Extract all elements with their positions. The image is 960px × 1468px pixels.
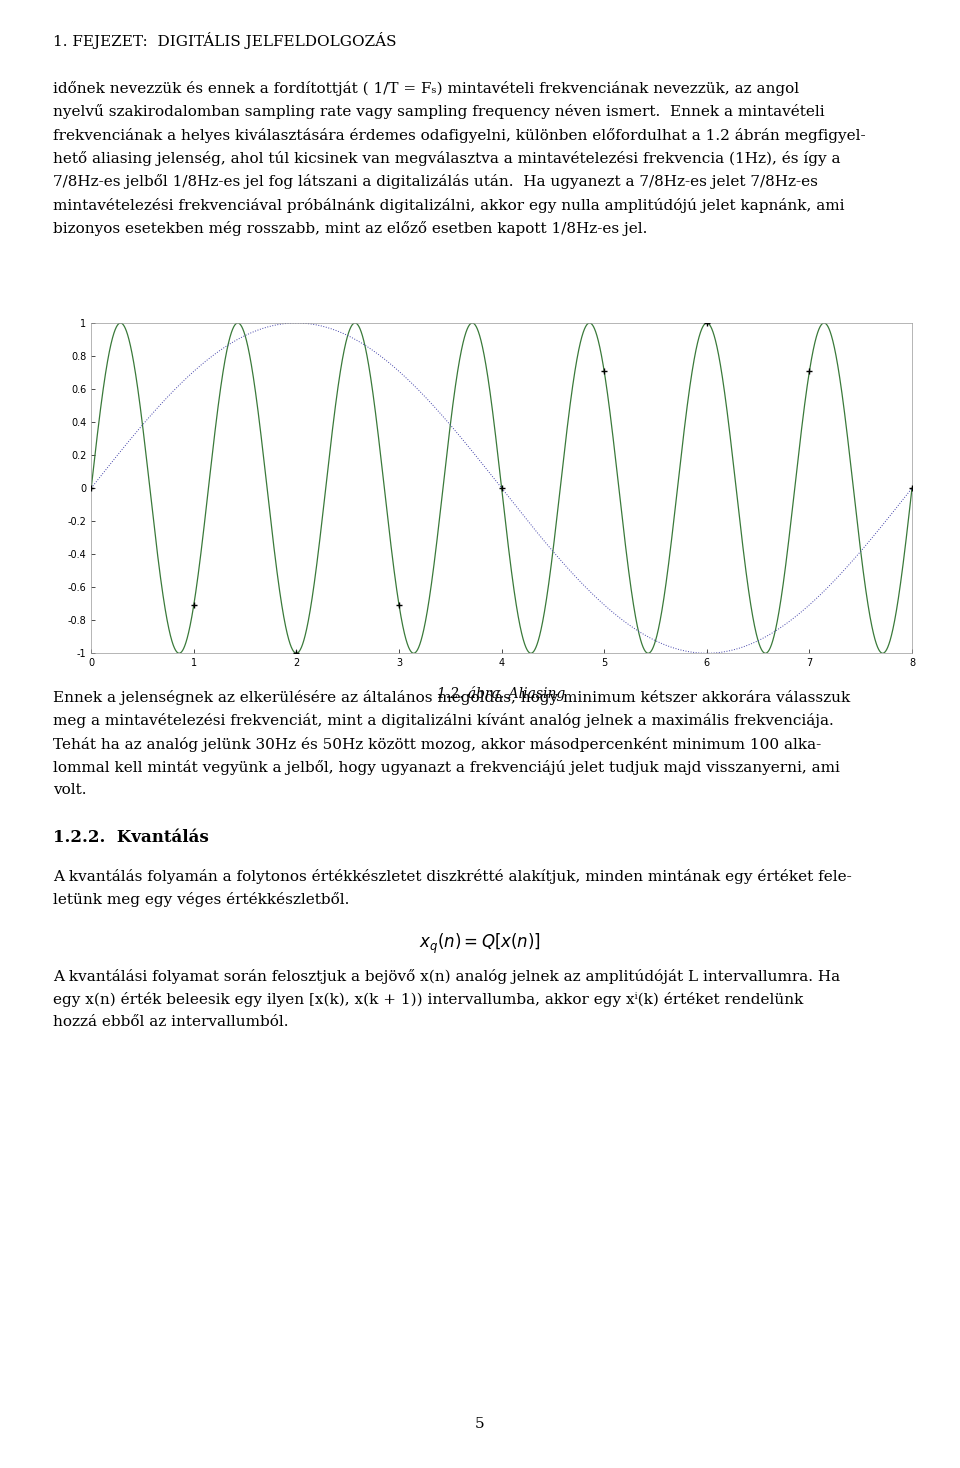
Text: 5: 5 [475,1417,485,1431]
Text: $x_q(n) = Q[x(n)]$: $x_q(n) = Q[x(n)]$ [419,932,541,956]
Text: 1.2. ábra. Aliasing: 1.2. ábra. Aliasing [438,686,565,700]
Text: Ennek a jelenségnek az elkerülésére az általános megoldás, hogy minimum kétszer : Ennek a jelenségnek az elkerülésére az á… [53,690,850,797]
Text: A kvantálási folyamat során felosztjuk a bejövő x(n) analóg jelnek az amplitúdój: A kvantálási folyamat során felosztjuk a… [53,969,840,1029]
Text: 1. FEJEZET:  DIGITÁLIS JELFELDOLGOZÁS: 1. FEJEZET: DIGITÁLIS JELFELDOLGOZÁS [53,32,396,50]
Text: A kvantálás folyamán a folytonos értékkészletet diszkrétté alakítjuk, minden min: A kvantálás folyamán a folytonos értékké… [53,869,852,907]
Text: 1.2.2.  Kvantálás: 1.2.2. Kvantálás [53,829,208,847]
Text: időnek nevezzük és ennek a fordítottját ( 1/T = Fₛ) mintavételi frekvenciának ne: időnek nevezzük és ennek a fordítottját … [53,81,865,236]
